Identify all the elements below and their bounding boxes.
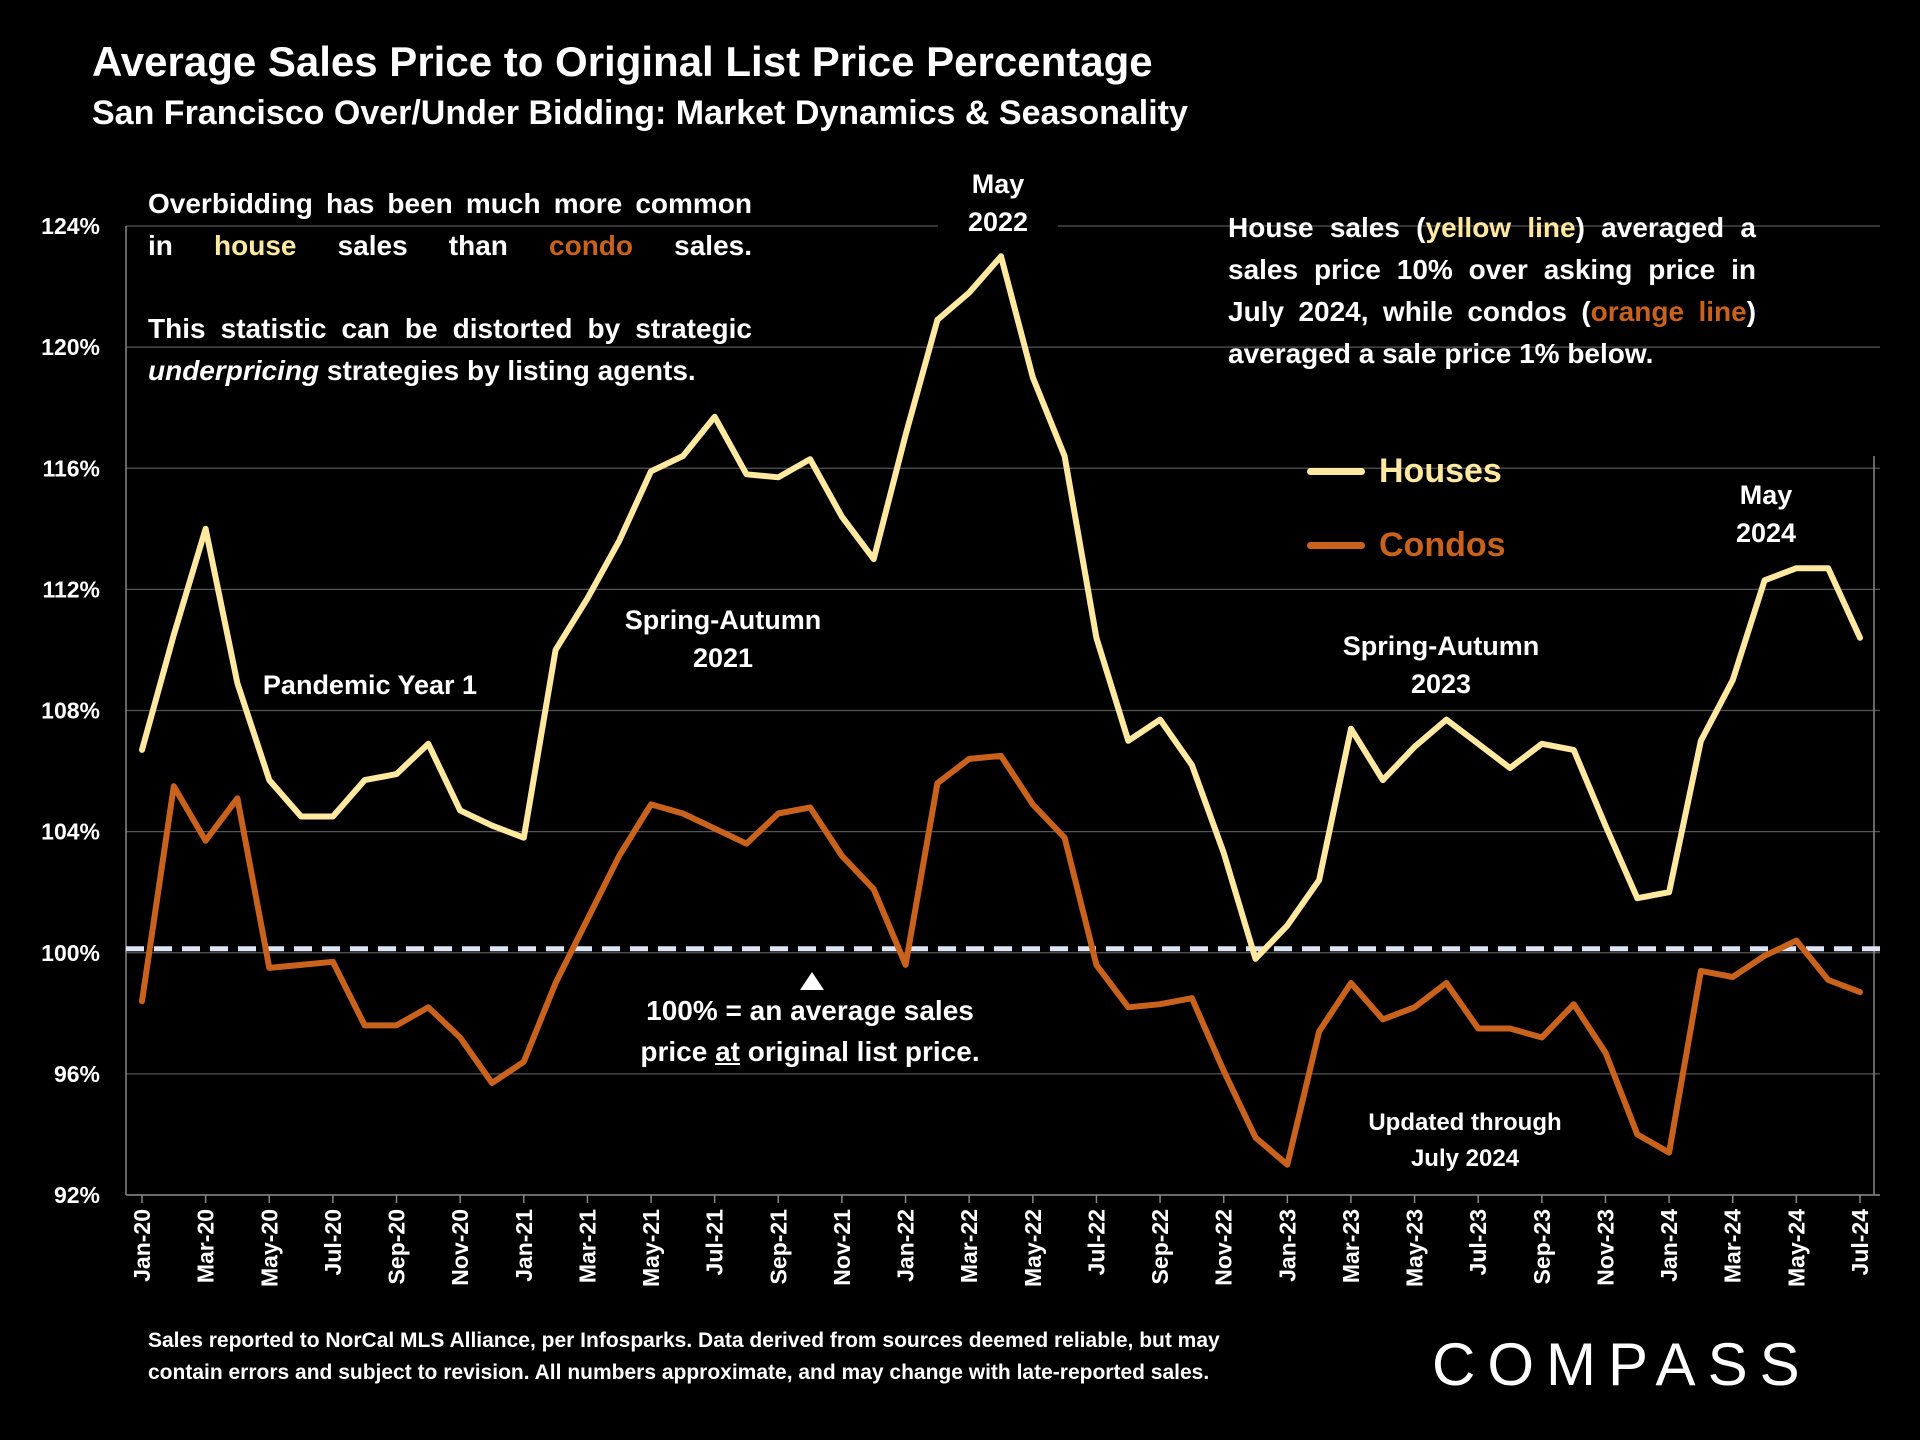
y-axis: 92% 96% 100% 104% 108% 112% 116% 120% 124%: [41, 213, 1875, 1208]
page-title: Average Sales Price to Original List Pri…: [92, 38, 1153, 85]
y-tick-label: 92%: [54, 1182, 100, 1208]
note-july-2024: House sales (yellow line) averaged a sal…: [1228, 212, 1757, 369]
page-subtitle: San Francisco Over/Under Bidding: Market…: [92, 94, 1188, 132]
x-axis: Jan-20 Mar-20 May-20 Jul-20 Sep-20 Nov-20 Jan-…: [126, 1194, 1880, 1287]
legend-houses: Houses: [1307, 452, 1502, 491]
x-tick-label: Mar-23: [1338, 1209, 1364, 1283]
x-tick-label: Mar-24: [1720, 1209, 1746, 1283]
legend-houses-label: Houses: [1379, 452, 1502, 490]
x-tick-label: Sep-23: [1529, 1209, 1555, 1284]
callout-may-2024: May 2024: [1735, 480, 1797, 548]
callout-pandemic-year-1: Pandemic Year 1: [262, 670, 478, 700]
x-tick-label: Nov-23: [1592, 1209, 1618, 1286]
source-footnote: Sales reported to NorCal MLS Alliance, p…: [148, 1329, 1220, 1384]
x-tick-label: Mar-20: [193, 1209, 219, 1283]
x-tick-label: Jan-23: [1274, 1209, 1300, 1282]
y-tick-label: 104%: [41, 819, 100, 845]
x-tick-label: May-24: [1783, 1209, 1809, 1287]
gridlines: [126, 225, 1880, 1196]
series-line-condos: [139, 752, 1863, 1168]
x-tick-label: Jan-24: [1656, 1209, 1682, 1282]
x-tick-label: Nov-21: [829, 1209, 855, 1286]
x-tick-label: May-23: [1402, 1209, 1428, 1287]
x-tick-label: Sep-22: [1147, 1209, 1173, 1284]
x-tick-label: May-21: [638, 1209, 664, 1287]
x-tick-label: May-22: [1020, 1209, 1046, 1287]
x-tick-label: Jul-20: [320, 1209, 346, 1275]
x-tick-label: Mar-22: [956, 1209, 982, 1283]
y-tick-label: 96%: [54, 1061, 100, 1087]
x-tick-label: Jul-23: [1465, 1209, 1491, 1275]
x-tick-label: Jul-24: [1847, 1209, 1873, 1276]
y-tick-label: 108%: [41, 698, 100, 724]
x-tick-label: Jul-22: [1083, 1209, 1109, 1275]
callout-updated-through: Updated through July 2024: [1368, 1109, 1562, 1172]
x-tick-label: Sep-20: [384, 1209, 410, 1284]
legend-condos: Condos: [1307, 526, 1506, 565]
callout-spring-autumn-2023: Spring-Autumn 2023: [1342, 631, 1540, 699]
callout-spring-autumn-2021: Spring-Autumn 2021: [624, 605, 822, 673]
legend-houses-swatch: [1307, 468, 1365, 475]
note-overbidding: Overbidding has been much more common in…: [148, 188, 752, 261]
x-tick-label: Jan-22: [893, 1209, 919, 1282]
y-tick-label: 112%: [42, 576, 100, 602]
x-tick-label: Jul-21: [702, 1209, 728, 1276]
x-tick-label: May-20: [256, 1209, 282, 1287]
y-tick-label: 124%: [41, 213, 100, 239]
y-tick-label: 120%: [41, 334, 100, 360]
callout-may-2022: May 2022: [938, 165, 1058, 241]
legend-condos-label: Condos: [1379, 526, 1506, 564]
baseline-arrow-icon: [800, 972, 824, 990]
legend-condos-swatch: [1307, 542, 1365, 549]
note-underpricing: This statistic can be distorted by strat…: [148, 313, 752, 386]
x-tick-label: Jan-21: [511, 1209, 537, 1282]
x-tick-label: Mar-21: [574, 1209, 600, 1283]
x-tick-label: Nov-20: [447, 1209, 473, 1286]
x-tick-label: Jan-20: [129, 1209, 155, 1282]
series-line-houses: [139, 253, 1863, 962]
y-tick-label: 100%: [41, 940, 100, 966]
x-tick-label: Sep-21: [765, 1209, 791, 1285]
compass-logo: COMPASS: [1432, 1331, 1812, 1398]
y-tick-label: 116%: [42, 455, 100, 481]
callout-baseline-explanation: 100% = an average sales price at origina…: [640, 995, 980, 1067]
series-lines: [139, 253, 1863, 1168]
x-tick-label: Nov-22: [1211, 1209, 1237, 1286]
